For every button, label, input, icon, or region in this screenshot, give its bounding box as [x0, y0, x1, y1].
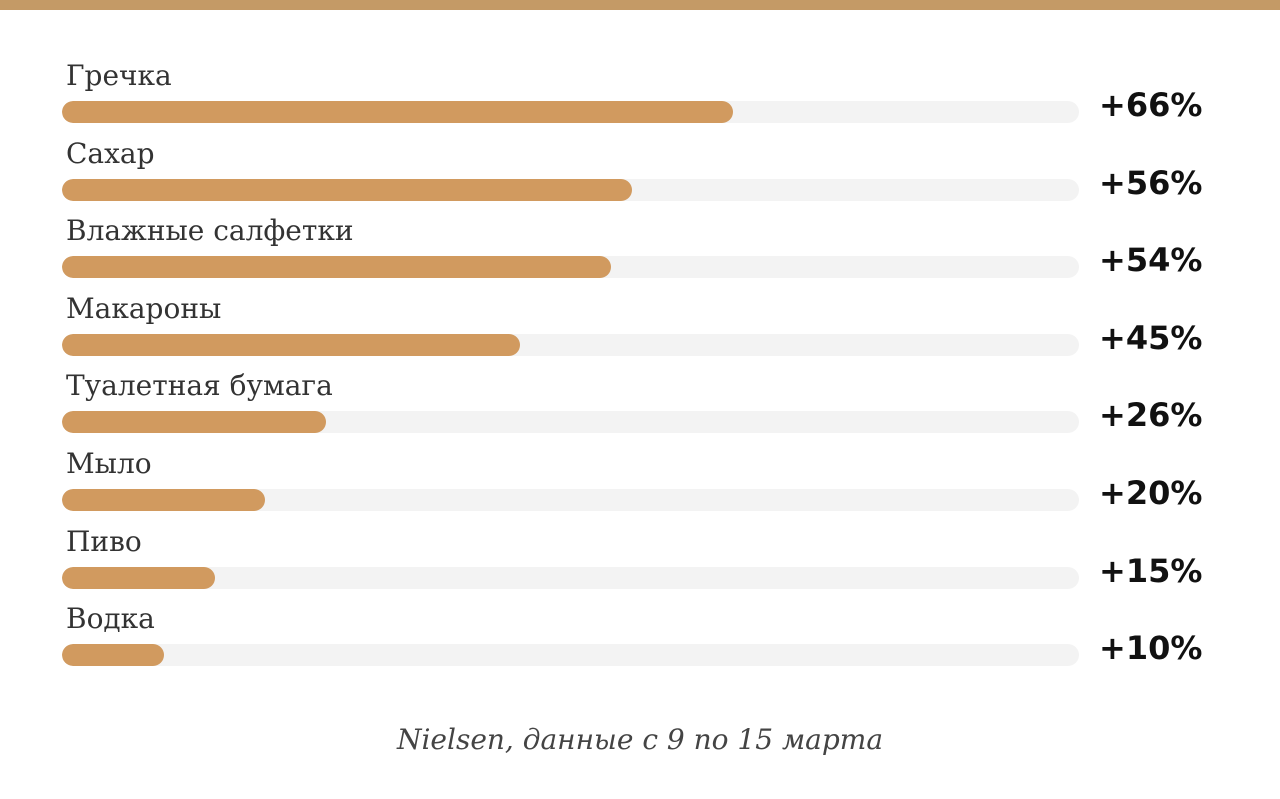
bar-fill: [62, 489, 266, 511]
source-caption: Nielsen, данные с 9 по 15 марта: [396, 723, 884, 756]
bar-row: Сахар +56%: [0, 136, 1280, 216]
value-label: +10%: [1099, 629, 1203, 668]
value-label: +56%: [1099, 163, 1203, 202]
bar-row: Гречка +66%: [0, 60, 1280, 138]
bar-fill: [62, 256, 612, 279]
bar-track: [62, 411, 1079, 434]
category-label: Гречка: [66, 59, 172, 92]
bar-row: Водка +10%: [0, 603, 1280, 681]
category-label: Пиво: [66, 524, 142, 558]
value-label: +26%: [1099, 396, 1203, 435]
bar-track: [62, 644, 1079, 667]
bar-fill: [62, 644, 164, 667]
category-label: Сахар: [66, 136, 155, 170]
bar-track: [62, 566, 1079, 589]
category-label: Макароны: [66, 291, 222, 325]
bar-track: [62, 101, 1079, 123]
top-accent-bar: [0, 0, 1280, 10]
bar-fill: [62, 566, 215, 589]
bar-fill: [62, 101, 734, 123]
value-label: +20%: [1099, 474, 1203, 512]
bar-row: Пиво +15%: [0, 524, 1280, 604]
category-label: Водка: [66, 602, 155, 636]
bar-fill: [62, 333, 520, 356]
bar-fill: [62, 178, 632, 201]
value-label: +15%: [1099, 551, 1203, 590]
bar-row: Мыло +20%: [0, 448, 1280, 526]
bar-fill: [62, 411, 327, 434]
value-label: +54%: [1099, 241, 1203, 280]
value-label: +66%: [1099, 86, 1203, 124]
bar-row: Макароны +45%: [0, 291, 1280, 371]
category-label: Влажные салфетки: [66, 214, 354, 248]
bar-track: [62, 489, 1079, 511]
bar-row: Туалетная бумага +26%: [0, 370, 1280, 448]
bar-row: Влажные салфетки +54%: [0, 215, 1280, 293]
bar-track: [62, 333, 1079, 356]
bar-track: [62, 256, 1079, 279]
category-label: Мыло: [66, 447, 152, 480]
bar-track: [62, 178, 1079, 201]
value-label: +45%: [1099, 318, 1203, 357]
category-label: Туалетная бумага: [66, 369, 333, 403]
